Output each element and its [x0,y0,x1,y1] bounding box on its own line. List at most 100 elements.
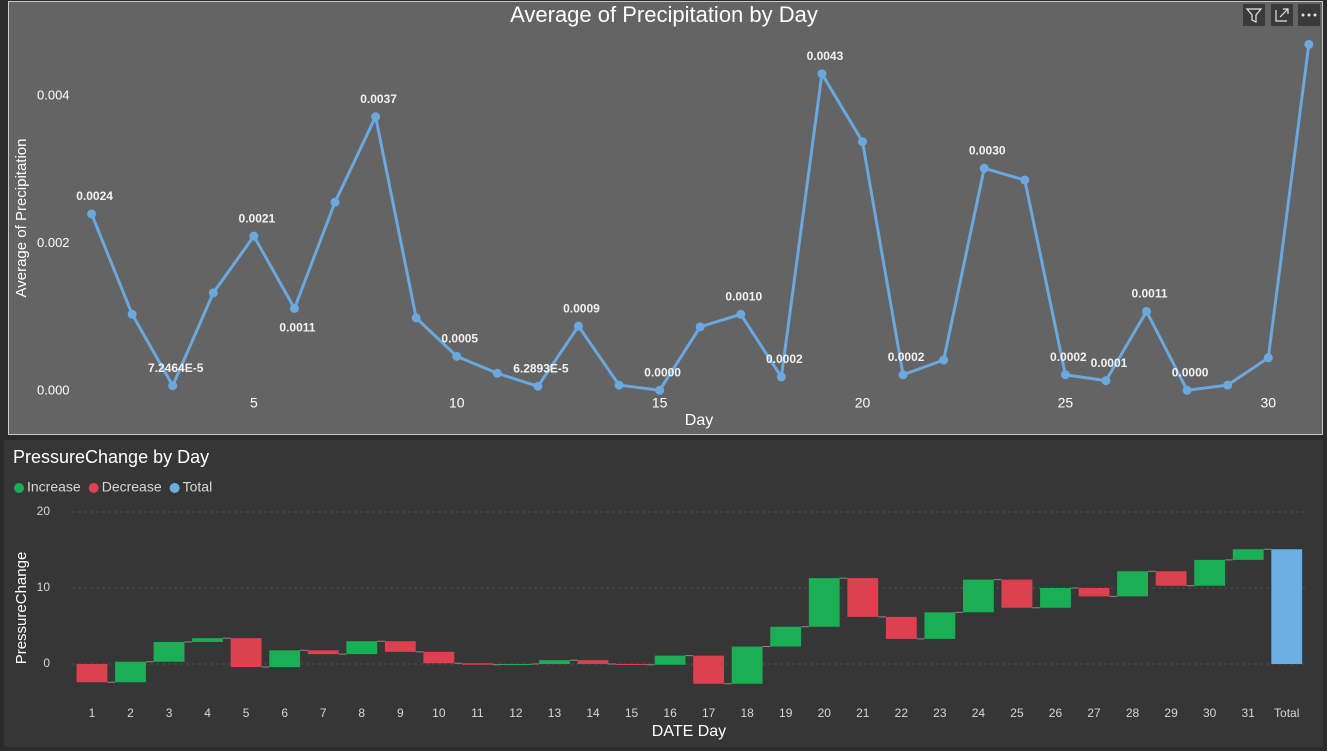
data-point [1223,380,1233,390]
x-axis-title: Day [685,412,713,429]
data-label: 0.0002 [888,350,925,364]
chart-title: PressureChange by Day [13,447,209,467]
x-axis-title: DATE Day [652,723,726,740]
x-tick-label: 6 [281,706,288,720]
waterfall-bar [847,578,879,617]
x-tick-label: 12 [509,706,523,720]
top-panel [8,1,1323,435]
waterfall-bar [1078,588,1110,597]
data-point [939,355,949,365]
waterfall-bar [269,650,301,668]
x-tick-label: 2 [127,706,134,720]
waterfall-bar [461,663,493,665]
x-tick-label: 29 [1164,706,1178,720]
x-tick-label: 16 [663,706,677,720]
waterfall-bar [924,612,956,639]
x-tick-label: 31 [1242,706,1256,720]
x-tick-label: 8 [358,706,365,720]
waterfall-bar [115,661,146,683]
waterfall-bar [1040,588,1071,608]
data-label: 0.0010 [725,289,762,303]
legend-label: Decrease [102,479,162,495]
data-label: 0.0037 [360,92,397,106]
data-point [1182,385,1192,395]
waterfall-bar [1232,549,1264,560]
legend-marker [169,483,180,493]
data-point [573,321,583,331]
waterfall-bar [192,638,224,642]
x-tick-label: 4 [204,706,211,720]
data-point [1263,353,1273,363]
x-tick-label: 27 [1087,706,1101,720]
data-point [127,309,137,319]
data-point [289,303,299,313]
waterfall-bar [230,638,262,668]
data-label: 0.0002 [766,352,803,366]
x-tick-label: 26 [1049,706,1063,720]
x-tick-label: 15 [652,395,668,411]
x-tick-label: 18 [740,706,754,720]
y-tick-label: 0.002 [37,235,70,250]
waterfall-bar [885,616,917,639]
waterfall-bar [808,578,840,627]
data-point [614,380,624,390]
data-point [452,351,462,361]
data-label: 0.0009 [563,301,600,315]
x-tick-label: Total [1274,706,1299,720]
data-point [1060,370,1070,380]
waterfall-bar [616,664,647,665]
x-tick-label: 5 [250,395,258,411]
data-point [736,309,746,319]
legend-marker [14,483,24,493]
filter-icon [1245,8,1263,23]
waterfall-bar [693,655,725,684]
focus-icon [1275,8,1289,22]
data-point [371,112,381,122]
more-dot [1307,13,1311,17]
total-bar [1271,549,1303,664]
y-axis-title: Average of Precipitation [13,139,30,298]
x-tick-label: 24 [972,706,986,720]
x-tick-label: 7 [320,706,327,720]
data-point [695,322,705,332]
x-tick-label: 22 [895,706,909,720]
data-point [817,69,827,79]
waterfall-bar [654,655,686,665]
waterfall-bar [1194,559,1226,586]
x-tick-label: 10 [432,706,446,720]
x-tick-label: 15 [625,706,639,720]
x-tick-label: 28 [1126,706,1140,720]
x-tick-label: 13 [548,706,562,720]
x-tick-label: 5 [243,706,250,720]
waterfall-bar [423,651,455,664]
data-label: 0.0001 [1091,356,1128,370]
data-label: 0.0011 [1132,287,1168,301]
x-tick-label: 23 [933,706,947,720]
waterfall-bar [346,641,378,655]
data-point [249,231,259,241]
data-point [330,197,340,207]
x-tick-label: 11 [471,706,484,720]
waterfall-bar [1001,579,1033,608]
data-point [168,381,178,391]
legend-label: Increase [27,479,81,495]
data-label: 0.0011 [279,321,315,335]
data-point [1304,39,1314,49]
x-tick-label: 20 [818,706,832,720]
waterfall-bar [307,650,339,655]
waterfall-bar [962,579,994,613]
data-point [1101,376,1111,386]
y-tick-label: 0 [43,656,50,670]
visual-toolbar [1243,4,1320,26]
filter-button[interactable] [1243,4,1265,26]
data-point [492,368,502,378]
data-label: 0.0000 [1172,365,1209,379]
legend-label: Total [183,479,213,495]
data-label: 0.0030 [969,143,1006,157]
x-tick-label: 3 [166,706,173,720]
more-dot [1313,13,1317,17]
data-point [776,372,786,382]
data-label: 0.0005 [441,332,478,346]
y-axis-title: PressureChange [13,552,30,665]
